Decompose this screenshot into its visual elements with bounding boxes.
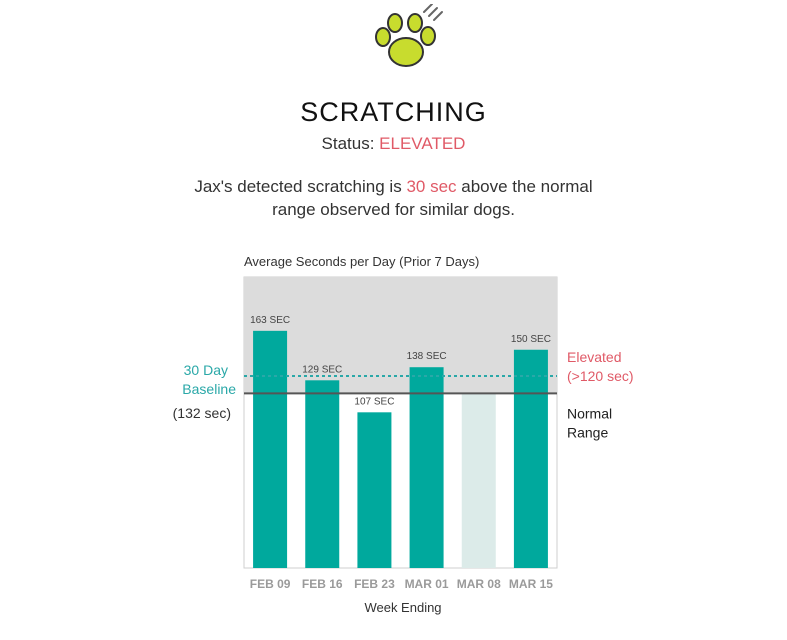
x-axis-label: Week Ending	[364, 600, 441, 615]
elevated-label-line1: Elevated	[567, 349, 621, 365]
x-tick-label: FEB 16	[302, 577, 343, 591]
normal-label-line2: Range	[567, 424, 608, 440]
bar-value-label: 150 SEC	[511, 334, 551, 345]
chart-title: Average Seconds per Day (Prior 7 Days)	[244, 254, 479, 269]
summary-part1: Jax's detected scratching is	[194, 177, 402, 196]
x-tick-label: FEB 09	[250, 577, 291, 591]
bar-feb-23	[357, 412, 392, 568]
bar-mar-15	[513, 349, 548, 568]
x-tick-label: FEB 23	[354, 577, 395, 591]
status-badge: ELEVATED	[379, 134, 466, 153]
page-title: SCRATCHING	[300, 97, 487, 127]
x-tick-label: MAR 15	[509, 577, 553, 591]
bar-value-label: 163 SEC	[250, 315, 290, 326]
summary-line-1: Jax's detected scratching is 30 sec abov…	[0, 175, 787, 198]
bar-mar-08	[461, 393, 496, 568]
baseline-label-value: (132 sec)	[173, 405, 231, 421]
bar-mar-01	[409, 367, 444, 568]
summary-highlight: 30 sec	[406, 177, 457, 196]
baseline-label-line1: 30 Day	[184, 362, 228, 378]
elevated-zone	[244, 277, 557, 394]
bar-feb-09	[253, 330, 288, 568]
bar-value-label: 129 SEC	[302, 364, 342, 375]
paw-icon	[375, 4, 443, 67]
status-label: Status:	[321, 134, 375, 153]
elevated-label-line2: (>120 sec)	[567, 368, 634, 384]
bar-feb-16	[305, 380, 340, 568]
plot-area	[243, 276, 558, 569]
x-tick-label: MAR 01	[405, 577, 449, 591]
bar-value-label: 138 SEC	[407, 351, 447, 362]
summary-part2: above the normal	[461, 177, 593, 196]
x-tick-label: MAR 08	[457, 577, 501, 591]
summary-text: Jax's detected scratching is 30 sec abov…	[0, 175, 787, 221]
status-line: Status: ELEVATED	[0, 134, 787, 154]
baseline-label-line2: Baseline	[182, 381, 236, 397]
bar-value-label: 107 SEC	[354, 396, 394, 407]
normal-label-line1: Normal	[567, 405, 612, 421]
summary-line-2: range observed for similar dogs.	[272, 200, 515, 219]
